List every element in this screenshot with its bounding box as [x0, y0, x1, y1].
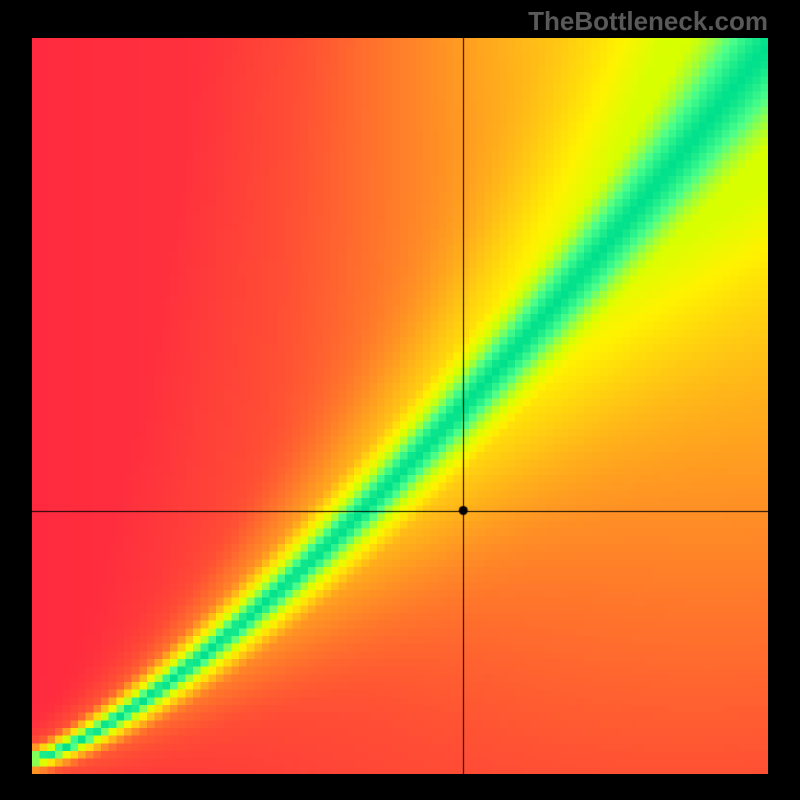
watermark-label: TheBottleneck.com: [528, 6, 768, 37]
bottleneck-heatmap: [32, 38, 768, 774]
chart-container: TheBottleneck.com: [0, 0, 800, 800]
